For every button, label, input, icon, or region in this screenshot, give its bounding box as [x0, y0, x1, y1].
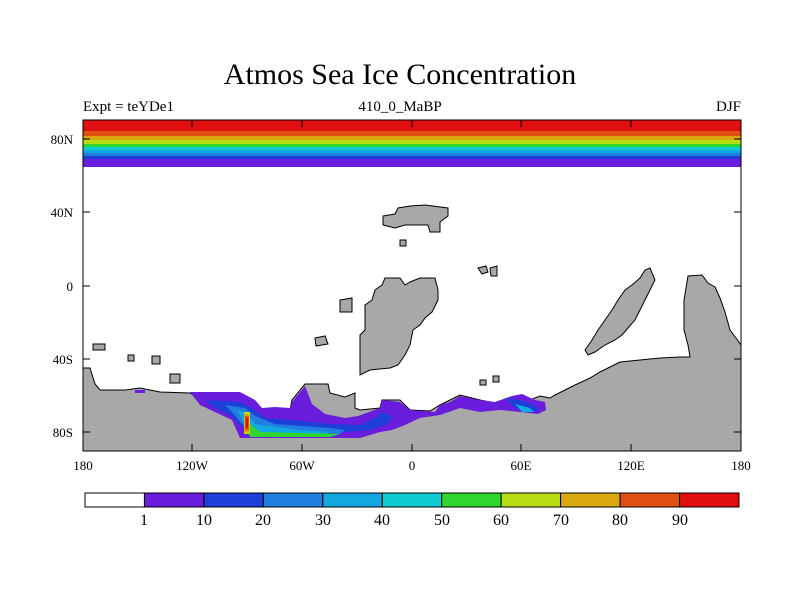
small-island	[92, 343, 106, 351]
small-island	[127, 354, 135, 362]
small-island	[151, 355, 161, 365]
small-island	[339, 297, 353, 313]
colorbar-box	[500, 492, 562, 508]
lon-label: 60W	[289, 458, 315, 473]
experiment-label: Expt = teYDe1	[83, 99, 174, 115]
lat-label: 80S	[53, 425, 73, 440]
lat-label: 0	[67, 279, 74, 294]
colorbar-label: 80	[612, 512, 628, 529]
arctic-sea-ice	[83, 120, 741, 167]
lat-label: 40N	[51, 205, 74, 220]
period-label: 410_0_MaBP	[358, 99, 442, 115]
colorbar-label: 20	[255, 512, 271, 529]
colorbar-label: 60	[493, 512, 509, 529]
lon-label: 120E	[617, 458, 645, 473]
colorbar-label: 70	[553, 512, 569, 529]
lat-label: 40S	[53, 352, 73, 367]
colorbar-box	[262, 492, 324, 508]
lon-label: 180	[73, 458, 93, 473]
colorbar-box	[679, 492, 740, 508]
lat-tick-marks	[83, 138, 741, 433]
colorbar-box	[84, 492, 145, 508]
colorbar-box	[441, 492, 502, 508]
southern-sea-ice	[135, 386, 546, 438]
colorbar-box	[560, 492, 621, 508]
lat-label: 80N	[51, 132, 74, 147]
colorbar-label: 10	[196, 512, 212, 529]
colorbar-label: 90	[672, 512, 688, 529]
eastern-arc	[584, 267, 656, 356]
colorbar-label: 40	[374, 512, 390, 529]
northern-island	[382, 204, 449, 233]
colorbar-box	[143, 492, 205, 508]
colorbar-box	[619, 492, 681, 508]
small-island	[477, 265, 489, 275]
lon-tick-marks	[191, 120, 632, 451]
small-island	[399, 239, 407, 247]
central-landmass	[359, 277, 439, 376]
small-island	[314, 335, 329, 347]
colorbar-label: 50	[434, 512, 450, 529]
small-island	[169, 373, 181, 384]
colorbar-label: 1	[140, 512, 148, 529]
map-title: Atmos Sea Ice Concentration	[223, 58, 577, 91]
small-island	[492, 375, 500, 383]
colorbar-box	[322, 492, 383, 508]
small-island	[479, 379, 487, 386]
small-island	[489, 265, 498, 277]
lon-label: 60E	[511, 458, 532, 473]
lon-label: 0	[409, 458, 416, 473]
colorbar-box	[381, 492, 443, 508]
colorbar-box	[203, 492, 264, 508]
lon-label: 180	[731, 458, 751, 473]
colorbar	[84, 492, 740, 508]
season-label: DJF	[715, 99, 741, 115]
lon-label: 120W	[176, 458, 209, 473]
colorbar-label: 30	[315, 512, 331, 529]
map-area	[83, 120, 741, 451]
